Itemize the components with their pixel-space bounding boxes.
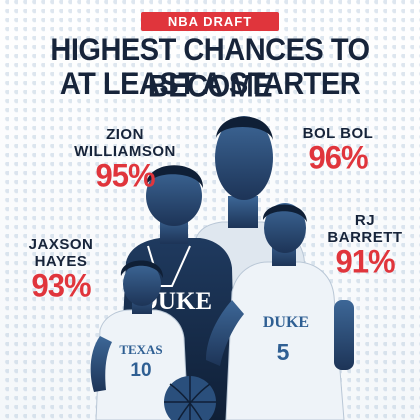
starter-percentage: 96% <box>308 139 368 176</box>
starter-percentage: 91% <box>335 243 395 280</box>
label-rj-barrett: RJ BARRETT 91% <box>318 212 412 278</box>
player-last-name: HAYES <box>34 253 88 270</box>
jaxson-jersey-text: TEXAS <box>119 342 162 357</box>
headline-line-2: AT LEAST A STARTER <box>59 66 361 102</box>
player-first-name: ZION <box>106 126 144 143</box>
starter-percentage: 95% <box>95 157 155 194</box>
label-bol-bol: BOL BOL 96% <box>288 125 388 174</box>
starter-percentage: 93% <box>31 267 91 304</box>
player-first-name: RJ <box>354 212 376 229</box>
jaxson-jersey-number: 10 <box>130 360 151 381</box>
nba-draft-badge: NBA DRAFT <box>141 12 279 31</box>
jaxson-hayes-photo: TEXAS 10 <box>90 260 189 420</box>
badge-label: NBA DRAFT <box>167 14 253 29</box>
headline-line-1: HIGHEST CHANCES TO BECOME <box>50 32 370 105</box>
player-last-name: BARRETT <box>327 229 403 246</box>
player-name: BOL BOL <box>302 125 374 142</box>
label-jaxson-hayes: JAXSON HAYES 93% <box>18 236 104 302</box>
rj-jersey-text: DUKE <box>263 314 309 331</box>
basketball-icon <box>164 376 216 420</box>
rj-jersey-number: 5 <box>277 339 290 365</box>
label-zion-williamson: ZION WILLIAMSON 95% <box>62 126 188 192</box>
player-first-name: JAXSON <box>28 236 94 253</box>
rj-barrett-photo: DUKE 5 <box>206 203 354 420</box>
player-last-name: WILLIAMSON <box>74 143 176 160</box>
